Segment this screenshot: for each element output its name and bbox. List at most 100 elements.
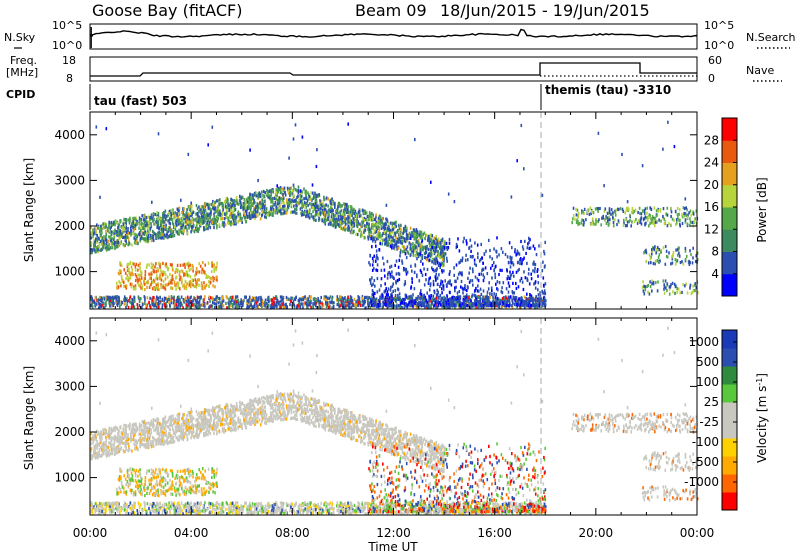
echo-cell	[320, 295, 322, 300]
echo-cell	[329, 200, 332, 204]
echo-cell	[462, 287, 464, 291]
echo-cell	[152, 219, 154, 223]
echo-cell	[136, 306, 139, 310]
echo-cell	[502, 281, 505, 285]
echo-cell	[419, 268, 422, 273]
echo-cell	[428, 240, 431, 245]
echo-cell	[284, 207, 287, 211]
echo-cell	[160, 230, 163, 234]
echo-cell	[318, 304, 321, 308]
echo-cell	[93, 244, 95, 248]
echo-cell	[412, 242, 414, 246]
echo-cell	[328, 208, 330, 212]
echo-cell	[344, 222, 347, 226]
echo-cell	[198, 270, 201, 274]
echo-cell	[295, 295, 297, 299]
echo-cell	[435, 237, 437, 241]
echo-cell	[376, 290, 379, 294]
echo-cell	[361, 208, 364, 212]
echo-cell	[378, 300, 381, 304]
echo-cell	[348, 228, 350, 232]
echo-cell	[162, 270, 164, 274]
echo-cell	[118, 280, 120, 284]
echo-cell	[389, 265, 391, 269]
echo-cell	[191, 208, 193, 212]
echo-cell	[140, 271, 143, 275]
echo-cell	[413, 228, 415, 232]
echo-cell	[377, 216, 380, 220]
echo-cell	[466, 299, 468, 303]
echo-cell	[131, 282, 133, 286]
echo-cell	[156, 225, 158, 229]
echo-cell	[191, 228, 193, 232]
echo-cell	[484, 266, 487, 270]
echo-cell	[177, 268, 179, 272]
echo-cell	[388, 237, 391, 241]
echo-cell	[497, 304, 500, 308]
echo-cell	[234, 202, 237, 206]
echo-cell	[158, 305, 160, 309]
echo-cell	[305, 201, 308, 206]
echo-cell	[90, 244, 92, 248]
echo-cell	[232, 304, 234, 308]
echo-cell	[101, 247, 103, 251]
echo-cell	[116, 281, 118, 285]
echo-cell	[441, 245, 443, 249]
echo-cell	[429, 282, 432, 286]
echo-cell	[145, 265, 148, 269]
echo-cell	[218, 305, 220, 309]
echo-cell	[196, 305, 198, 309]
echo-cell	[425, 233, 428, 237]
echo-cell	[432, 294, 435, 298]
echo-cell	[473, 302, 476, 306]
echo-cell	[375, 244, 377, 248]
echo-cell	[192, 224, 195, 228]
echo-cell	[273, 196, 276, 200]
echo-cell	[369, 230, 371, 234]
echo-cell	[161, 303, 164, 307]
echo-cell	[212, 297, 214, 301]
echo-cell	[364, 236, 366, 240]
echo-cell	[347, 216, 350, 220]
echo-cell	[125, 241, 128, 246]
echo-cell	[140, 276, 143, 280]
echo-cell	[393, 246, 395, 250]
echo-cell	[245, 212, 248, 216]
echo-cell	[449, 297, 451, 301]
echo-cell	[129, 261, 132, 265]
echo-cell	[442, 287, 445, 291]
freq-tick-bottom: 8	[66, 72, 73, 85]
echo-cell	[143, 282, 146, 286]
echo-cell	[443, 301, 445, 305]
echo-cell	[343, 306, 345, 310]
echo-cell	[239, 304, 241, 308]
echo-cell	[146, 226, 149, 230]
echo-cell	[479, 287, 482, 291]
echo-cell	[156, 295, 158, 299]
echo-cell	[151, 216, 153, 220]
echo-cell	[533, 298, 536, 302]
echo-cell	[321, 302, 324, 306]
echo-cell	[145, 306, 148, 310]
echo-cell	[414, 244, 416, 248]
echo-cell	[416, 241, 419, 245]
echo-cell	[254, 299, 257, 303]
echo-cell	[240, 219, 243, 223]
echo-cell	[201, 271, 203, 275]
echo-cell	[105, 296, 107, 300]
echo-cell	[97, 224, 100, 228]
echo-cell	[348, 305, 350, 309]
echo-cell	[140, 235, 143, 239]
echo-cell	[454, 286, 456, 290]
echo-cell	[141, 287, 144, 291]
echo-cell	[273, 203, 275, 207]
echo-cell	[275, 208, 278, 212]
echo-cell	[344, 298, 347, 302]
echo-cell	[372, 227, 374, 231]
echo-cell	[157, 299, 160, 304]
echo-cell	[100, 233, 102, 237]
echo-cell	[198, 283, 200, 287]
echo-cell	[409, 304, 411, 308]
echo-cell	[117, 226, 119, 230]
echo-cell	[275, 191, 278, 195]
